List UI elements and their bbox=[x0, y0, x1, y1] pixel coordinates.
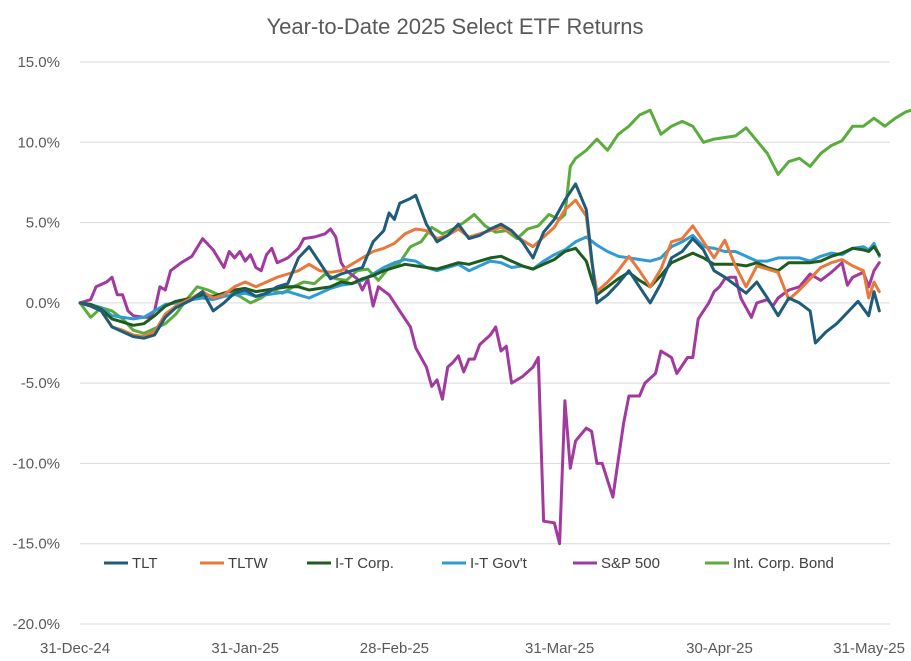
x-tick-label: 31-Mar-25 bbox=[525, 640, 594, 657]
chart-title: Year-to-Date 2025 Select ETF Returns bbox=[266, 14, 643, 39]
x-axis-ticks: 31-Dec-24 31-Jan-25 28-Feb-25 31-Mar-25 30-A… bbox=[40, 640, 905, 657]
legend-label-s-p-500: S&P 500 bbox=[601, 555, 660, 572]
x-tick-label: 31-May-25 bbox=[833, 640, 905, 657]
legend-label-i-t-corp: I-T Corp. bbox=[335, 555, 394, 572]
y-axis-ticks: 15.0% 10.0% 5.0% 0.0% -5.0% -10.0% -15.0% -20.0… bbox=[12, 54, 60, 633]
y-tick-label: 0.0% bbox=[26, 295, 60, 312]
y-tick-label: -10.0% bbox=[12, 455, 60, 472]
y-tick-label: 5.0% bbox=[26, 215, 60, 232]
legend-label-tlt: TLT bbox=[132, 555, 158, 572]
x-tick-label: 31-Jan-25 bbox=[211, 640, 279, 657]
x-tick-label: 28-Feb-25 bbox=[360, 640, 429, 657]
y-tick-label: 15.0% bbox=[17, 54, 60, 71]
series-line-tltw bbox=[78, 198, 881, 339]
y-tick-label: -20.0% bbox=[12, 616, 60, 633]
legend-label-i-t-gov-t: I-T Gov't bbox=[470, 555, 528, 572]
series-line-i-t-corp bbox=[78, 245, 881, 327]
y-tick-label: -5.0% bbox=[21, 375, 60, 392]
series-line-i-t-gov-t bbox=[78, 233, 881, 321]
gridlines bbox=[80, 61, 890, 625]
y-tick-label: -15.0% bbox=[12, 536, 60, 553]
legend-label-int-corp-bond: Int. Corp. Bond bbox=[733, 555, 834, 572]
x-tick-label: 30-Apr-25 bbox=[686, 640, 753, 657]
series-lines bbox=[78, 108, 911, 546]
y-tick-label: 10.0% bbox=[17, 134, 60, 151]
legend-label-tltw: TLTW bbox=[228, 555, 269, 572]
x-tick-label: 31-Dec-24 bbox=[40, 640, 110, 657]
series-line-tlt bbox=[78, 182, 881, 345]
series-line-s-p-500 bbox=[78, 227, 881, 546]
legend: TLT TLTW I-T Corp. I-T Gov't S&P 500 Int. Cor… bbox=[104, 555, 834, 572]
